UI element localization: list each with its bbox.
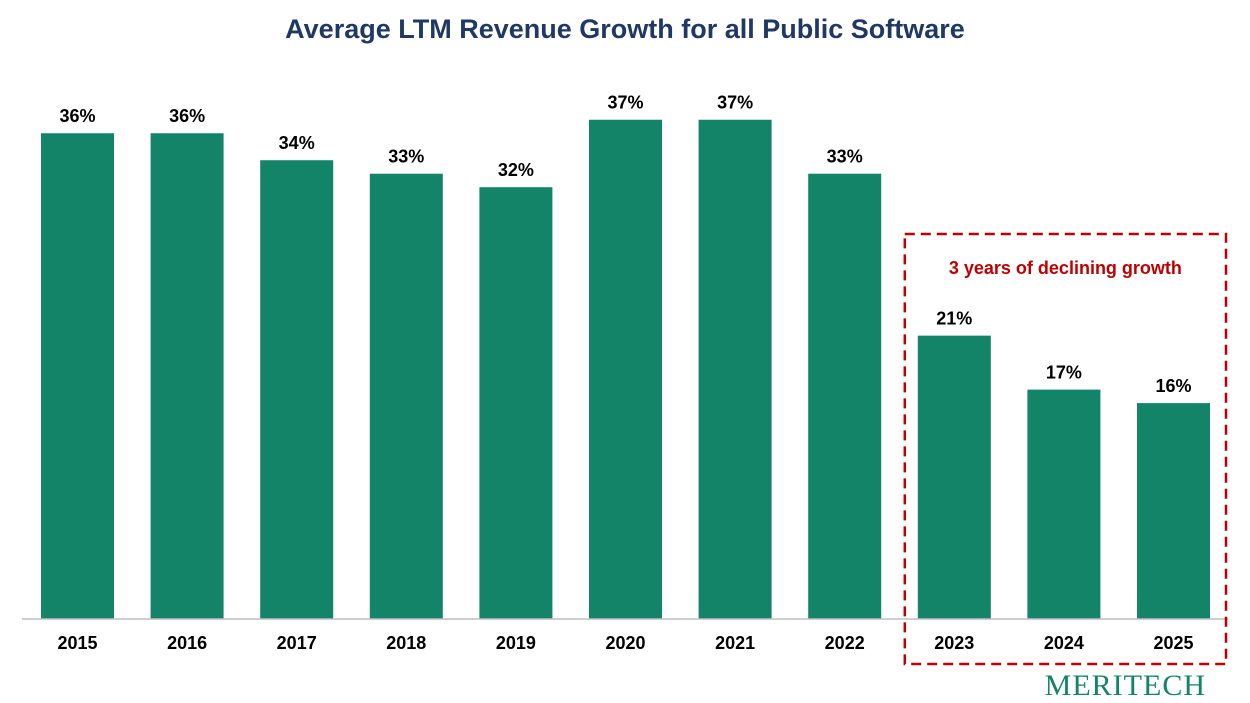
x-tick-2019: 2019 xyxy=(496,633,536,653)
x-tick-2016: 2016 xyxy=(167,633,207,653)
data-label-2015: 36% xyxy=(59,106,95,126)
x-tick-2025: 2025 xyxy=(1153,633,1193,653)
data-label-2020: 37% xyxy=(607,93,643,113)
x-tick-2024: 2024 xyxy=(1044,633,1084,653)
bar-2022 xyxy=(808,173,882,619)
data-label-2019: 32% xyxy=(498,160,534,180)
bar-2024 xyxy=(1027,389,1101,619)
meritech-logo: MERITECH xyxy=(1044,669,1206,702)
data-label-2022: 33% xyxy=(827,147,863,167)
bar-2020 xyxy=(589,119,662,619)
data-label-2023: 21% xyxy=(936,309,972,329)
x-tick-2015: 2015 xyxy=(57,633,97,653)
x-tick-2023: 2023 xyxy=(934,633,974,653)
annotation-text: 3 years of declining growth xyxy=(949,258,1182,278)
chart-title: Average LTM Revenue Growth for all Publi… xyxy=(285,14,965,44)
bar-2021 xyxy=(698,119,772,619)
data-label-2021: 37% xyxy=(717,93,753,113)
bar-2016 xyxy=(150,133,224,620)
bar-2023 xyxy=(917,335,991,619)
x-tick-2018: 2018 xyxy=(386,633,426,653)
data-label-2018: 33% xyxy=(388,147,424,167)
annotation-box xyxy=(903,232,1228,666)
x-tick-2020: 2020 xyxy=(605,633,645,653)
x-tick-2022: 2022 xyxy=(825,633,865,653)
data-label-2017: 34% xyxy=(279,133,315,153)
data-label-2016: 36% xyxy=(169,106,205,126)
x-tick-2017: 2017 xyxy=(277,633,317,653)
bar-2017 xyxy=(260,160,334,619)
bar-2025 xyxy=(1137,403,1210,619)
x-tick-2021: 2021 xyxy=(715,633,755,653)
bar-2018 xyxy=(369,173,443,619)
data-label-2024: 17% xyxy=(1046,363,1082,383)
bar-2019 xyxy=(479,187,553,620)
bar-2015 xyxy=(41,133,114,620)
data-label-2025: 16% xyxy=(1155,376,1191,396)
